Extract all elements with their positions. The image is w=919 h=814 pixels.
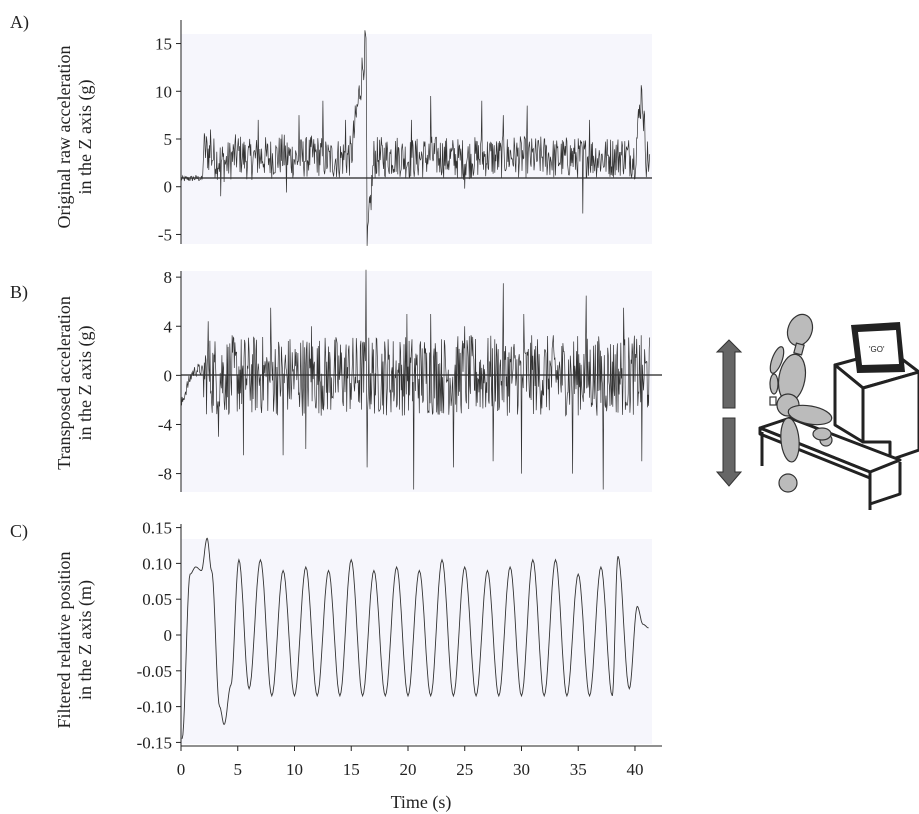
panel-b-letter: B) [10, 282, 28, 303]
x-tick-label: 30 [513, 760, 530, 779]
panel-b-y-ticks: 8 4 0 -4 -8 [158, 268, 181, 484]
y-tick-label: -8 [158, 465, 172, 484]
down-arrow-icon [715, 417, 743, 487]
y-tick-label: -0.10 [137, 698, 172, 717]
y-tick-label: 8 [164, 268, 173, 287]
panel-c: C) Filtered relative position in the Z a… [10, 519, 662, 813]
panel-c-ylabel-line2: in the Z axis (m) [75, 580, 96, 700]
panel-b: B) Transposed acceleration in the Z axis… [10, 268, 662, 492]
y-tick-label: 0.15 [142, 519, 172, 538]
y-tick-label: -5 [158, 225, 172, 244]
panel-c-letter: C) [10, 521, 28, 542]
panel-a-y-ticks: 15 10 5 0 -5 [155, 35, 181, 244]
panel-a-letter: A) [10, 12, 29, 33]
y-tick-label: 0 [164, 366, 173, 385]
y-tick-label: 0.10 [142, 554, 172, 573]
panel-c-background [181, 539, 652, 744]
panel-a-series-line [180, 30, 651, 246]
panel-a-ylabel-line2: in the Z axis (g) [75, 80, 96, 195]
y-tick-label: -4 [158, 415, 173, 434]
x-tick-label: 0 [177, 760, 186, 779]
x-tick-label: 35 [570, 760, 587, 779]
y-tick-label: 0 [164, 178, 173, 197]
y-tick-label: 0.05 [142, 590, 172, 609]
y-tick-label: 4 [164, 317, 173, 336]
up-arrow-icon [715, 339, 743, 409]
panel-c-y-ticks: 0.15 0.10 0.05 0 -0.05 -0.10 -0.15 [137, 519, 181, 752]
x-tick-label: 40 [626, 760, 643, 779]
x-tick-label: 15 [343, 760, 360, 779]
panel-a-ylabel-line1: Original raw acceleration [54, 46, 74, 229]
panel-c-series-line [181, 537, 649, 739]
panel-c-ylabel-line1: Filtered relative position [54, 552, 74, 729]
go-sign-text: 'GO' [869, 345, 885, 354]
y-tick-label: -0.05 [137, 662, 172, 681]
panel-b-ylabel-line1: Transposed acceleration [54, 296, 74, 470]
go-sign-monitor: 'GO' [851, 322, 905, 373]
mannequin-figure [769, 313, 833, 493]
x-tick-label: 20 [399, 760, 416, 779]
x-tick-label: 25 [456, 760, 473, 779]
y-tick-label: 5 [164, 130, 173, 149]
panel-b-ylabel-line2: in the Z axis (g) [75, 326, 96, 441]
panel-a-background [181, 34, 652, 244]
vertical-movement-arrows [715, 339, 743, 487]
panel-a: A) Original raw acceleration in the Z ax… [10, 12, 652, 246]
x-tick-label: 10 [286, 760, 303, 779]
x-axis-label: Time (s) [391, 792, 452, 813]
panel-b-series-line [180, 269, 651, 490]
participant-illustration: 'GO' [715, 313, 919, 510]
y-tick-label: 15 [155, 35, 172, 54]
y-tick-label: 10 [155, 82, 172, 101]
y-tick-label: 0 [164, 626, 173, 645]
x-tick-label: 5 [233, 760, 242, 779]
x-axis-ticks: 0 5 10 15 20 25 30 35 40 [177, 746, 643, 779]
y-tick-label: -0.15 [137, 733, 172, 752]
